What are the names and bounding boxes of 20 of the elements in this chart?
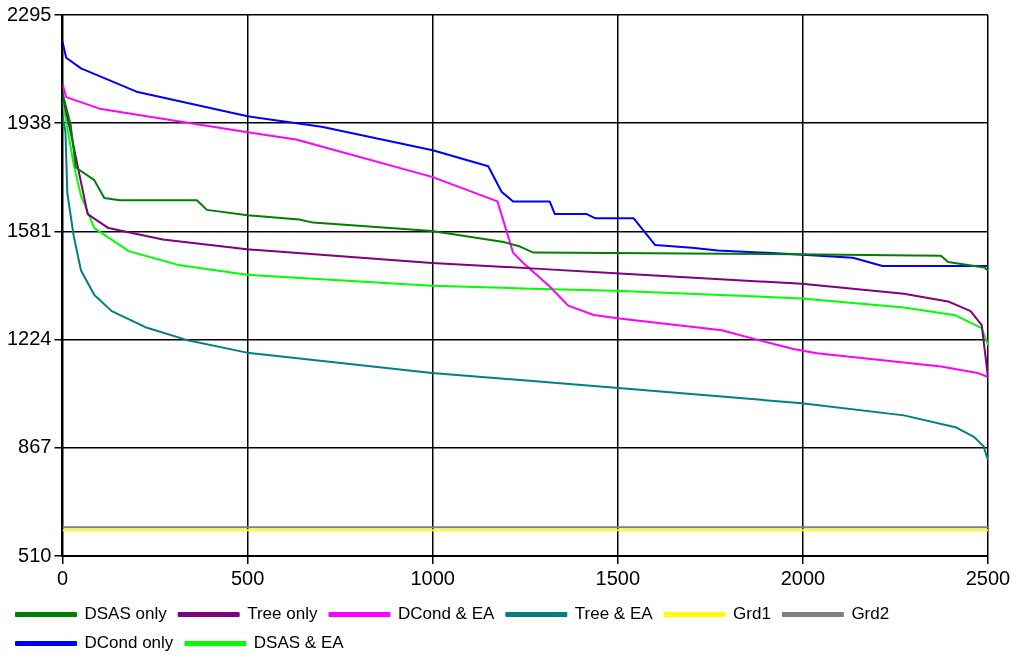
y-tick-label: 510	[18, 543, 52, 566]
legend-label: DCond & EA	[397, 604, 495, 624]
legend-label: DSAS & EA	[253, 633, 345, 653]
legend-label: Grd2	[851, 604, 890, 624]
y-tick-label: 2295	[6, 2, 52, 25]
legend-label: DSAS only	[84, 604, 168, 624]
legend-label: Tree & EA	[574, 604, 654, 624]
legend-label: Grd1	[733, 604, 771, 624]
y-tick-label: 1224	[6, 327, 52, 350]
x-tick-label: 500	[230, 566, 265, 589]
legend-label: DCond only	[84, 633, 174, 653]
x-tick-label: 1500	[595, 566, 641, 589]
legend-label: Tree only	[247, 604, 318, 624]
y-tick-label: 1938	[6, 110, 52, 133]
y-tick-label: 867	[18, 435, 52, 458]
y-tick-label: 1581	[6, 218, 52, 241]
x-tick-label: 0	[56, 566, 69, 589]
x-tick-label: 1000	[410, 566, 455, 589]
x-tick-label: 2000	[780, 566, 826, 589]
x-tick-label: 2500	[965, 566, 1011, 589]
